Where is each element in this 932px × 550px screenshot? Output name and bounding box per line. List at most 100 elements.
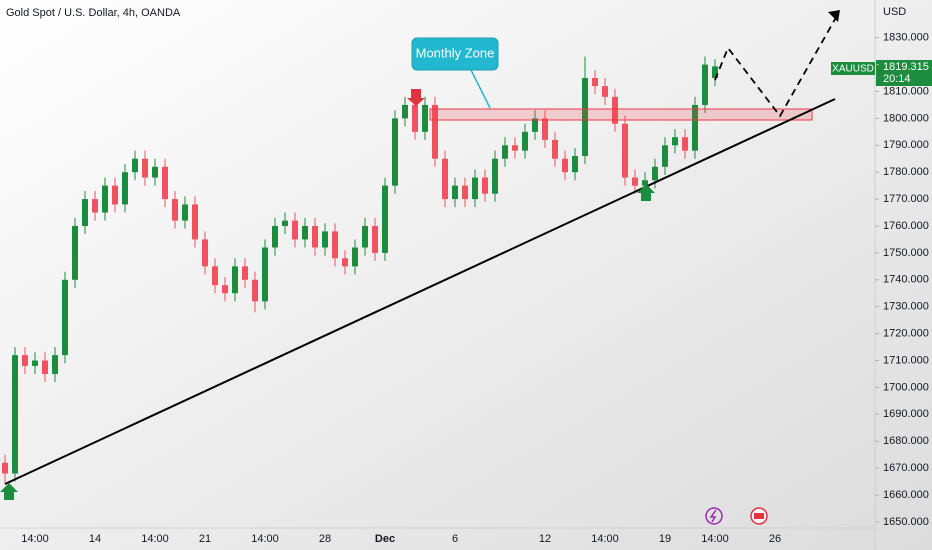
y-tick-label: 1670.000: [883, 462, 929, 474]
candle-body: [182, 204, 188, 221]
candle-body: [52, 355, 58, 374]
event-icon-bolt: [709, 509, 717, 523]
candle-body: [172, 199, 178, 221]
candle-body: [592, 78, 598, 87]
candle-body: [282, 220, 288, 226]
candle-body: [62, 279, 68, 356]
candle-body: [512, 145, 518, 151]
symbol-label: XAUUSD: [832, 64, 874, 75]
y-tick-label: 1650.000: [883, 516, 929, 528]
candle-body: [672, 137, 678, 146]
candle-body: [212, 266, 218, 286]
candle-body: [542, 118, 548, 140]
y-tick-label: 1680.000: [883, 435, 929, 447]
candle-body: [502, 145, 508, 159]
candle-body: [102, 185, 108, 213]
candle-body: [232, 266, 238, 294]
countdown: 20:14: [883, 73, 911, 85]
candle-body: [532, 118, 538, 132]
up-arrow: [637, 184, 655, 201]
last-price-group: XAUUSD 1819.315 20:14: [831, 60, 932, 86]
candle-body: [332, 231, 338, 259]
event-icon[interactable]: [705, 507, 723, 525]
candle-body: [562, 158, 568, 173]
y-tick-label: 1690.000: [883, 408, 929, 420]
candle-body: [222, 285, 228, 294]
y-tick-label: 1750.000: [883, 247, 929, 259]
candle-body: [192, 204, 198, 240]
candle-body: [122, 172, 128, 205]
x-tick-label: 14:00: [251, 533, 279, 545]
candle-body: [322, 231, 328, 248]
candle-body: [132, 158, 138, 173]
flag-icon-stripes: [754, 513, 764, 519]
y-tick-label: 1700.000: [883, 381, 929, 393]
trendline: [4, 98, 836, 485]
candle-body: [712, 66, 718, 79]
callout-box: [411, 37, 499, 71]
candle-body: [372, 225, 378, 253]
x-tick-label: Dec: [375, 533, 395, 545]
candle-body: [552, 139, 558, 159]
x-tick-label: 14:00: [141, 533, 169, 545]
up-arrow: [0, 483, 18, 500]
y-tick-label: 1760.000: [883, 220, 929, 232]
candle-body: [482, 177, 488, 194]
y-tick-label: 1810.000: [883, 85, 929, 97]
x-tick-label: 14: [89, 533, 101, 545]
candle-body: [522, 131, 528, 151]
y-tick-label: 1740.000: [883, 274, 929, 286]
x-tick-label: 14:00: [701, 533, 729, 545]
candle-body: [622, 123, 628, 178]
candle-body: [252, 279, 258, 302]
last-price-box: [876, 60, 932, 86]
candle-body: [142, 158, 148, 178]
candle-body: [402, 104, 408, 119]
y-tick-label: 1720.000: [883, 328, 929, 340]
y-tick-label: 1790.000: [883, 139, 929, 151]
candle-body: [42, 360, 48, 374]
callout-text: Monthly Zone: [416, 45, 495, 60]
projection-path: [714, 13, 839, 118]
candle-body: [452, 185, 458, 200]
candle-body: [202, 239, 208, 267]
candle-body: [692, 104, 698, 151]
x-tick-label: 14:00: [591, 533, 619, 545]
symbol-box: [831, 62, 875, 75]
candle-body: [572, 156, 578, 173]
candle-body: [292, 220, 298, 240]
candle-body: [312, 225, 318, 248]
projection-arrowhead: [828, 10, 840, 22]
candle-body: [302, 225, 308, 240]
candle-body: [602, 86, 608, 97]
y-tick-label: 1710.000: [883, 354, 929, 366]
candle-body: [162, 166, 168, 200]
y-tick-label: 1800.000: [883, 112, 929, 124]
candle-body: [352, 247, 358, 267]
x-tick-label: 26: [769, 533, 781, 545]
callout-pointer: [469, 67, 491, 109]
candle-body: [382, 185, 388, 253]
last-price: 1819.315: [883, 61, 929, 73]
y-tick-label: 1830.000: [883, 32, 929, 44]
candle-body: [272, 225, 278, 248]
candle-body: [72, 225, 78, 280]
candle-body: [612, 96, 618, 124]
candle-body: [392, 118, 398, 186]
y-tick-label: 1770.000: [883, 193, 929, 205]
candle-body: [582, 78, 588, 157]
candle-body: [472, 177, 478, 200]
candle-body: [2, 462, 8, 474]
candle-body: [422, 104, 428, 132]
candle-body: [362, 225, 368, 248]
candle-body: [492, 158, 498, 194]
down-arrow: [407, 89, 425, 106]
x-tick-label: 21: [199, 533, 211, 545]
candle-body: [262, 247, 268, 302]
candle-body: [82, 199, 88, 226]
candle-body: [652, 166, 658, 181]
candle-body: [152, 166, 158, 178]
x-tick-label: 19: [659, 533, 671, 545]
